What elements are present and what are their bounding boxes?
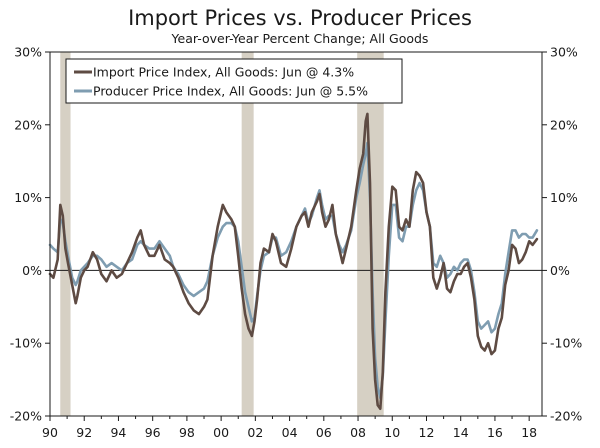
legend: Import Price Index, All Goods: Jun @ 4.3…	[65, 58, 403, 104]
series-line-import	[48, 112, 539, 411]
recession-band-1	[241, 52, 254, 416]
x-tick-label-8: 06	[316, 425, 332, 440]
x-tick-label-11: 12	[419, 425, 435, 440]
y-axis-left: -20% -10% 0% 10% 20% 30%	[10, 45, 50, 424]
x-tick-label-0: 90	[42, 425, 58, 440]
y-right-tick-label-4: 20%	[550, 117, 578, 132]
y-right-tick-label-0: -20%	[550, 409, 582, 424]
x-tick-label-3: 96	[145, 425, 161, 440]
y-right-tick-label-1: -10%	[550, 336, 582, 351]
y-axis-right: -20% -10% 0% 10% 20% 30%	[542, 45, 582, 424]
y-left-tick-label-5: 30%	[14, 45, 42, 60]
x-tick-label-12: 14	[453, 425, 469, 440]
y-right-tick-label-3: 10%	[550, 190, 578, 205]
chart-title: Import Prices vs. Producer Prices	[128, 6, 472, 30]
y-right-tick-label-2: 0%	[550, 263, 570, 278]
x-tick-label-13: 16	[487, 425, 503, 440]
x-tick-label-6: 02	[247, 425, 263, 440]
x-axis: 90 92 94 96 98 00 02 04 06 08 10 12 14 16 18	[42, 416, 537, 440]
x-tick-label-9: 08	[350, 425, 366, 440]
series-line-producer	[48, 141, 539, 400]
y-left-tick-label-2: 0%	[22, 263, 42, 278]
chart-subtitle: Year-over-Year Percent Change; All Goods	[171, 31, 429, 46]
x-tick-label-14: 18	[521, 425, 537, 440]
y-left-tick-label-3: 10%	[14, 190, 42, 205]
x-tick-label-4: 98	[179, 425, 195, 440]
plot-frame	[49, 51, 543, 417]
legend-box	[65, 58, 403, 104]
x-tick-label-2: 94	[110, 425, 126, 440]
y-left-tick-label-4: 20%	[14, 117, 42, 132]
series-lines	[48, 112, 539, 411]
y-right-tick-label-5: 30%	[550, 45, 578, 60]
legend-label-import: Import Price Index, All Goods: Jun @ 4.3…	[93, 65, 354, 80]
x-tick-label-1: 92	[76, 425, 92, 440]
y-left-tick-label-1: -10%	[10, 336, 42, 351]
legend-label-producer: Producer Price Index, All Goods: Jun @ 5…	[93, 84, 368, 99]
y-left-tick-label-0: -20%	[10, 409, 42, 424]
x-tick-label-10: 10	[384, 425, 400, 440]
x-tick-label-7: 04	[282, 425, 298, 440]
x-tick-label-5: 00	[213, 425, 229, 440]
